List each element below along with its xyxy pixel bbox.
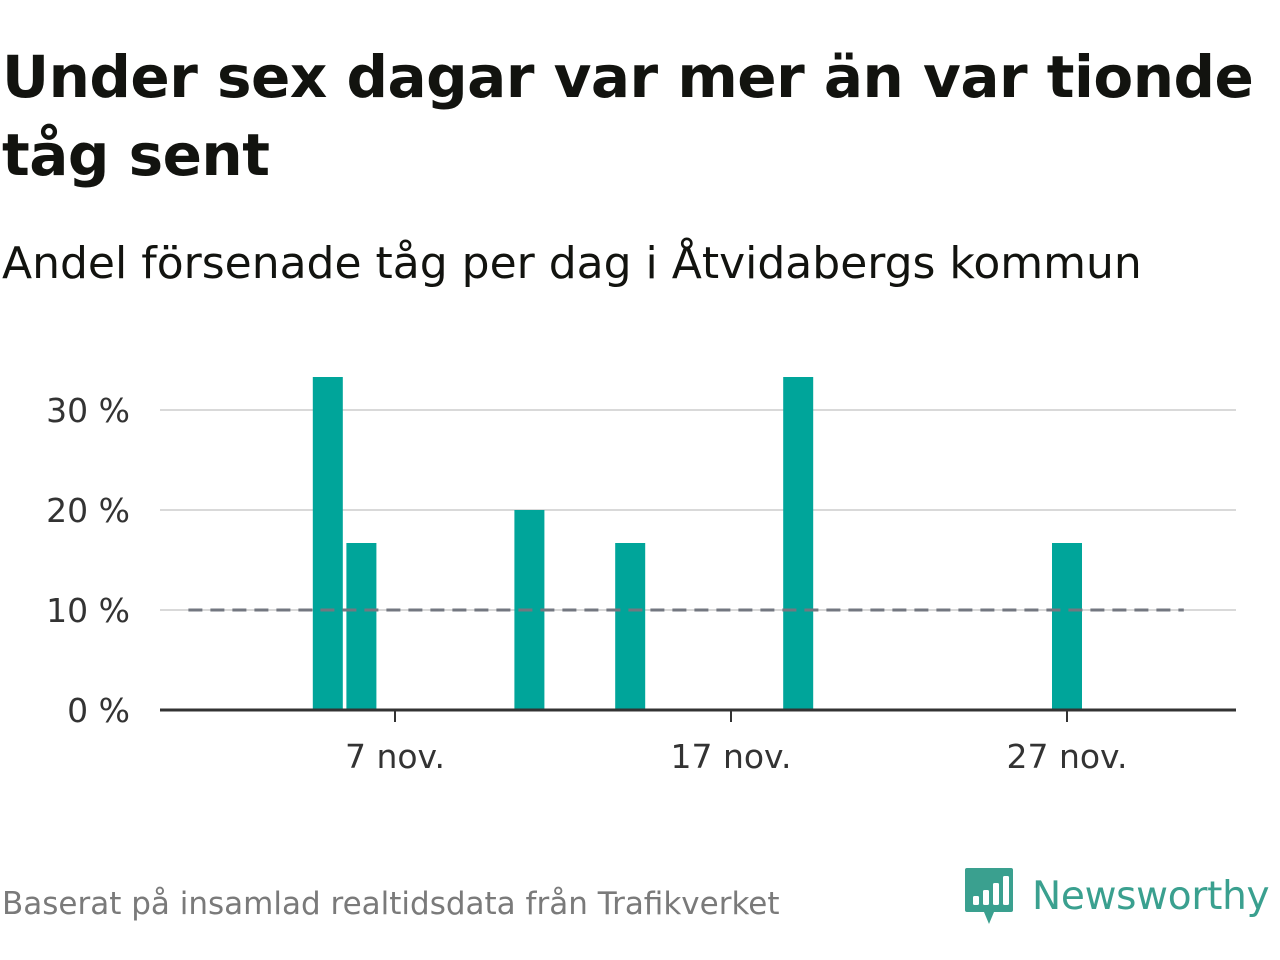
source-note: Baserat på insamlad realtidsdata från Tr… (2, 886, 780, 922)
chart-subtitle: Andel försenade tåg per dag i Åtvidaberg… (2, 238, 1142, 289)
x-tick-label: 27 nov. (1006, 737, 1127, 776)
brand-name: Newsworthy (1032, 873, 1270, 919)
y-tick-label: 0 % (67, 691, 130, 730)
y-tick-label: 30 % (46, 391, 130, 430)
x-tick-label: 17 nov. (670, 737, 791, 776)
brand: Newsworthy (964, 864, 1270, 928)
y-tick-label: 10 % (46, 591, 130, 630)
bar (312, 377, 343, 710)
bar (346, 543, 377, 710)
bar (783, 377, 814, 710)
bar-chart: 0 % 10 % 20 % 30 % 7 nov. 17 nov. 27 nov. (46, 377, 1236, 776)
x-axis: 7 nov. 17 nov. 27 nov. (160, 708, 1236, 776)
chart-title: Under sex dagar var mer än var tionde tå… (2, 43, 1254, 189)
bar (1052, 543, 1082, 710)
y-tick-labels: 0 % 10 % 20 % 30 % (46, 391, 130, 730)
x-tick-label: 7 nov. (345, 737, 445, 776)
bar-chart-speech-bubble-icon (965, 868, 1013, 924)
bars (312, 377, 1082, 710)
bar (615, 543, 646, 710)
y-tick-label: 20 % (46, 491, 130, 530)
